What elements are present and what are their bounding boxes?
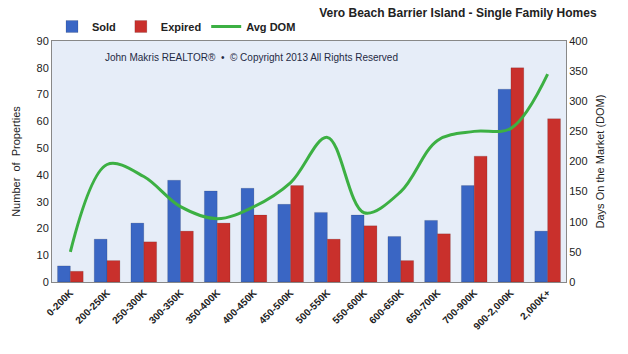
- svg-text:John Makris REALTOR® • © Cop: John Makris REALTOR® • © Copyright 2013 …: [105, 52, 398, 63]
- svg-text:550-600K: 550-600K: [330, 287, 369, 326]
- svg-text:350: 350: [569, 65, 587, 77]
- svg-text:250: 250: [569, 125, 587, 137]
- svg-text:Number of Properties: Number of Properties: [10, 106, 22, 217]
- svg-text:Vero Beach Barrier Island - Si: Vero Beach Barrier Island - Single Famil…: [319, 6, 597, 20]
- svg-text:650-700K: 650-700K: [404, 287, 443, 326]
- svg-text:500-550K: 500-550K: [293, 287, 332, 326]
- svg-text:300: 300: [569, 95, 587, 107]
- svg-text:20: 20: [37, 222, 49, 234]
- svg-text:450-500K: 450-500K: [257, 287, 296, 326]
- svg-text:0: 0: [569, 276, 575, 288]
- svg-text:350-400K: 350-400K: [183, 287, 222, 326]
- svg-text:50: 50: [37, 142, 49, 154]
- svg-text:0: 0: [43, 276, 49, 288]
- svg-text:10: 10: [37, 249, 49, 261]
- svg-text:90: 90: [37, 35, 49, 47]
- svg-text:0-200K: 0-200K: [44, 287, 76, 319]
- svg-text:900-2,000K: 900-2,000K: [471, 287, 516, 332]
- svg-text:700-900K: 700-900K: [440, 287, 479, 326]
- svg-text:80: 80: [37, 62, 49, 74]
- svg-text:250-300K: 250-300K: [110, 287, 149, 326]
- svg-text:60: 60: [37, 115, 49, 127]
- svg-text:40: 40: [37, 169, 49, 181]
- svg-text:Avg DOM: Avg DOM: [246, 21, 295, 33]
- svg-text:600-650K: 600-650K: [367, 287, 406, 326]
- svg-text:200: 200: [569, 155, 587, 167]
- svg-text:400: 400: [569, 35, 587, 47]
- svg-text:Days On the Market (DOM): Days On the Market (DOM): [594, 95, 606, 229]
- svg-text:100: 100: [569, 216, 587, 228]
- svg-text:70: 70: [37, 88, 49, 100]
- svg-text:300-350K: 300-350K: [147, 287, 186, 326]
- svg-text:200-250K: 200-250K: [73, 287, 112, 326]
- svg-text:50: 50: [569, 246, 581, 258]
- svg-text:400-450K: 400-450K: [220, 287, 259, 326]
- svg-text:2,000K+: 2,000K+: [518, 287, 553, 322]
- svg-text:Expired: Expired: [161, 21, 201, 33]
- svg-text:30: 30: [37, 196, 49, 208]
- svg-text:150: 150: [569, 185, 587, 197]
- svg-text:Sold: Sold: [92, 21, 116, 33]
